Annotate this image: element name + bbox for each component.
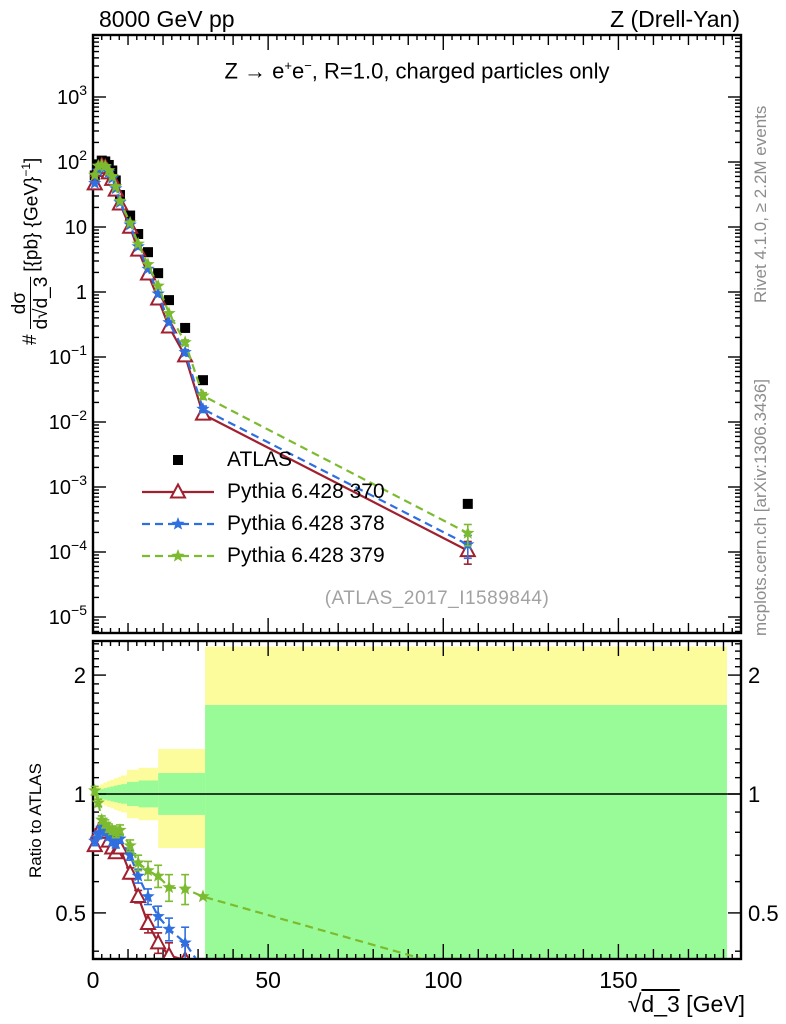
legend-label: ATLAS [227,448,292,471]
main-y-tick-label: 10−1 [49,342,87,369]
ratio-uncertainty-bands [94,646,727,958]
x-tick-label: 0 [87,967,100,993]
axis-ticks [92,35,742,959]
legend-label: Pythia 6.428 370 [227,480,385,503]
band-inner-step [205,705,727,958]
legend-marker-pythia-370 [142,482,214,499]
ylabel-units-post: ] [21,157,43,163]
ylabel-denominator: d√d_3 [29,276,52,330]
main-y-tick-label: 103 [57,82,87,109]
xlabel-radical: √ [627,990,642,1018]
axis-tick-labels: 10−5 10−4 10−3 10−2 10−1 1 10 102 103 0.5 0.5 1 1 2 2 0… [49,82,779,993]
ratio-y-tick-label: 2 [748,663,760,688]
legend-item-pythia-370: Pythia 6.428 370 [139,476,385,508]
x-tick-label: 100 [424,967,462,993]
x-tick-label: 150 [599,967,637,993]
main-y-tick-label: 102 [57,147,87,174]
main-series [86,155,477,565]
series-main-pythia-6-428-379 [88,157,475,547]
plot-title: Z → e+e−, R=1.0, charged particles only [93,58,741,84]
y-axis-label-ratio: Ratio to ATLAS [26,763,45,878]
title-sup-plus: + [284,58,292,73]
ratio-series [86,783,424,958]
x-tick-label: 50 [255,967,281,993]
ratio-y-tick-label: 0.5 [748,901,779,926]
side-note-rivet: Rivet 4.1.0, ≥ 2.2M events [751,105,770,303]
ylabel-prefix: # [19,334,41,345]
series-ratio-pythia-6-428-379 [88,783,424,958]
ylabel-units-sup: −1 [18,162,33,177]
main-y-tick-label: 10−5 [49,602,87,629]
legend-item-atlas: ATLAS [139,444,385,476]
ratio-y-tick-label: 0.5 [55,901,86,926]
header-process: Z (Drell-Yan) [610,6,740,32]
ylabel-units-pre: [{pb} {GeV} [21,176,43,272]
main-y-tick-label: 1 [76,282,87,304]
ylabel-units: [{pb} {GeV}−1] [19,158,43,272]
x-axis-label: √d_3 [GeV] [628,990,745,1019]
legend-label: Pythia 6.428 378 [227,512,385,535]
legend-swatch-graphic [142,517,214,530]
ylabel-fraction: dσ d√d_3 [9,276,52,330]
y-axis-label-main: # dσ d√d_3 [{pb} {GeV}−1] [9,158,52,345]
legend-label: Pythia 6.428 379 [227,544,385,567]
main-y-tick-label: 10−2 [49,407,87,434]
main-y-tick-label: 10−4 [49,537,87,564]
analysis-id-watermark: (ATLAS_2017_I1589844) [324,588,550,609]
ratio-y-tick-label: 1 [748,782,760,807]
series-ratio-pythia-6-428-378 [88,821,197,958]
title-e2: e [291,58,305,84]
main-y-tick-label: 10−3 [49,472,87,499]
ratio-y-tick-label: 2 [74,663,86,688]
title-sup-minus: − [304,58,312,73]
ratio-y-tick-label: 1 [74,782,86,807]
legend-item-pythia-379: Pythia 6.428 379 [139,540,385,572]
ylabel-den-arg: d_3 [30,276,52,309]
legend-item-pythia-378: Pythia 6.428 378 [139,508,385,540]
legend-marker-pythia-379 [142,549,214,562]
header-beam-energy: 8000 GeV pp [99,6,235,32]
title-pre: Z → e [224,58,285,84]
main-y-tick-label: 10 [65,217,87,239]
legend: ATLAS Pythia 6.428 370 Pythia 6.428 378 … [139,444,385,572]
legend-marker-pythia-378 [142,517,214,530]
legend-marker-atlas [173,455,183,465]
xlabel-units: [GeV] [679,991,745,1017]
ylabel-numerator: dσ [9,291,30,315]
xlabel-arg: d_3 [641,991,680,1017]
legend-swatch-graphic [173,455,183,465]
title-post: , R=1.0, charged particles only [311,58,610,84]
legend-swatch-graphic [142,549,214,562]
ylabel-den-pre: d√ [30,308,52,330]
legend-swatch-graphic [142,482,214,499]
